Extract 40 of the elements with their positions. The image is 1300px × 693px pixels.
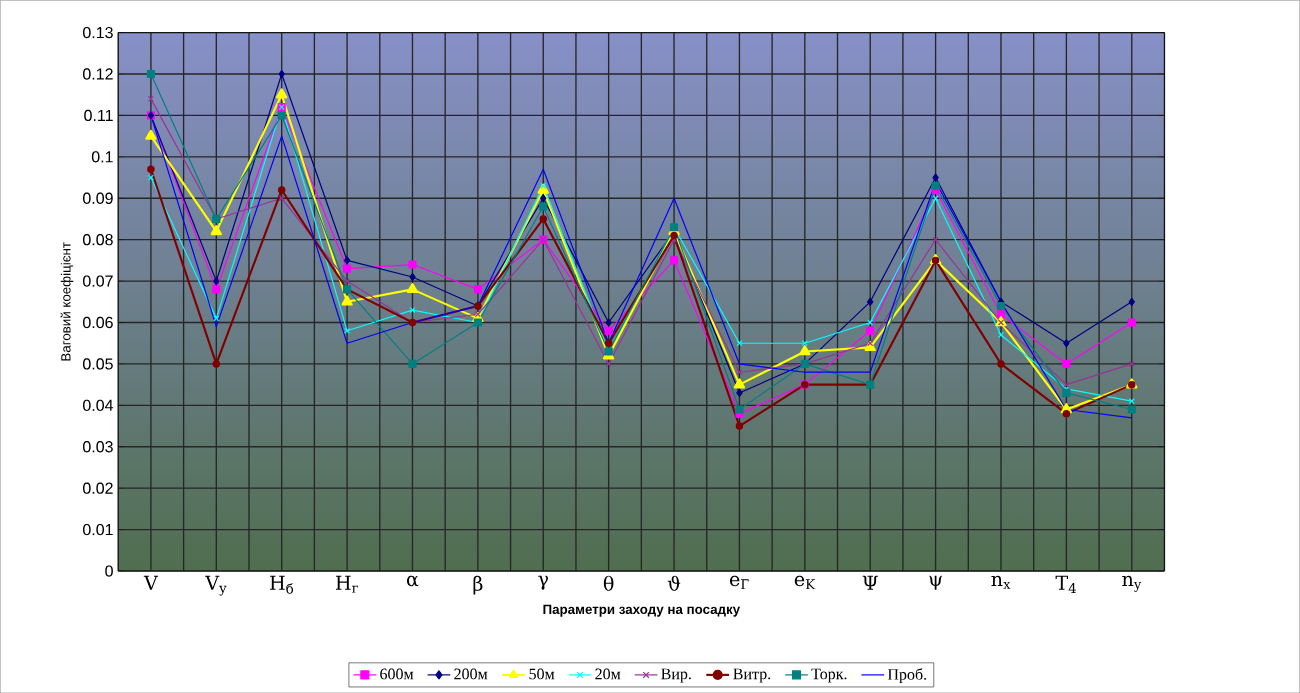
x-tick-label: T$_{4}$	[1055, 575, 1077, 593]
y-axis-title: Ваговий коефіцієнт	[60, 242, 74, 361]
x-tick-label: α	[406, 575, 419, 587]
y-tick-label: 0.04	[83, 399, 114, 411]
x-tick-label: e$_{K}$	[794, 575, 816, 589]
y-tick-label: 0	[105, 565, 113, 577]
x-tick-label: ϑ	[667, 575, 681, 591]
x-tick-label: γ	[538, 575, 549, 590]
legend-label: Проб.	[887, 668, 927, 683]
x-tick-label: V	[143, 575, 159, 590]
x-axis-title: Параметри заходу на посадку	[543, 604, 741, 617]
y-tick-label: 0.1	[91, 151, 113, 163]
y-tick-label: 0.01	[83, 523, 113, 536]
y-tick-label: 0.02	[83, 482, 113, 494]
legend-label: Торк.	[811, 668, 847, 683]
y-tick-label: 0.07	[83, 275, 113, 287]
x-tick-label: n$_{x}$	[991, 575, 1011, 589]
x-tick-label: Ψ	[862, 575, 878, 590]
x-tick-label: H$_{г}$	[335, 575, 359, 593]
legend-label: 50м	[529, 668, 555, 680]
x-tick-label: θ	[603, 575, 614, 591]
x-tick-label: e$_{Г}$	[729, 575, 749, 589]
legend-label: 600м	[380, 668, 414, 680]
x-tick-label: n$_{y}$	[1122, 575, 1142, 592]
legend-label: 20м	[595, 668, 621, 680]
y-tick-label: 0.03	[83, 440, 113, 453]
y-tick-label: 0.12	[83, 68, 113, 80]
legend-label: 200м	[454, 668, 488, 680]
y-tick-label: 0.09	[83, 192, 113, 204]
x-tick-label: H$_{б}$	[270, 575, 294, 594]
legend-label: Вир.	[661, 668, 691, 683]
y-tick-label: 0.11	[84, 109, 113, 121]
y-tick-label: 0.05	[83, 358, 113, 370]
legend-label: Витр.	[733, 668, 771, 683]
y-tick-label: 0.13	[83, 26, 113, 39]
x-tick-label: ψ	[929, 575, 942, 590]
x-tick-label: β	[473, 575, 483, 595]
y-tick-label: 0.06	[83, 316, 113, 329]
y-tick-label: 0.08	[83, 233, 113, 246]
x-tick-label: V$_{y}$	[205, 575, 227, 596]
